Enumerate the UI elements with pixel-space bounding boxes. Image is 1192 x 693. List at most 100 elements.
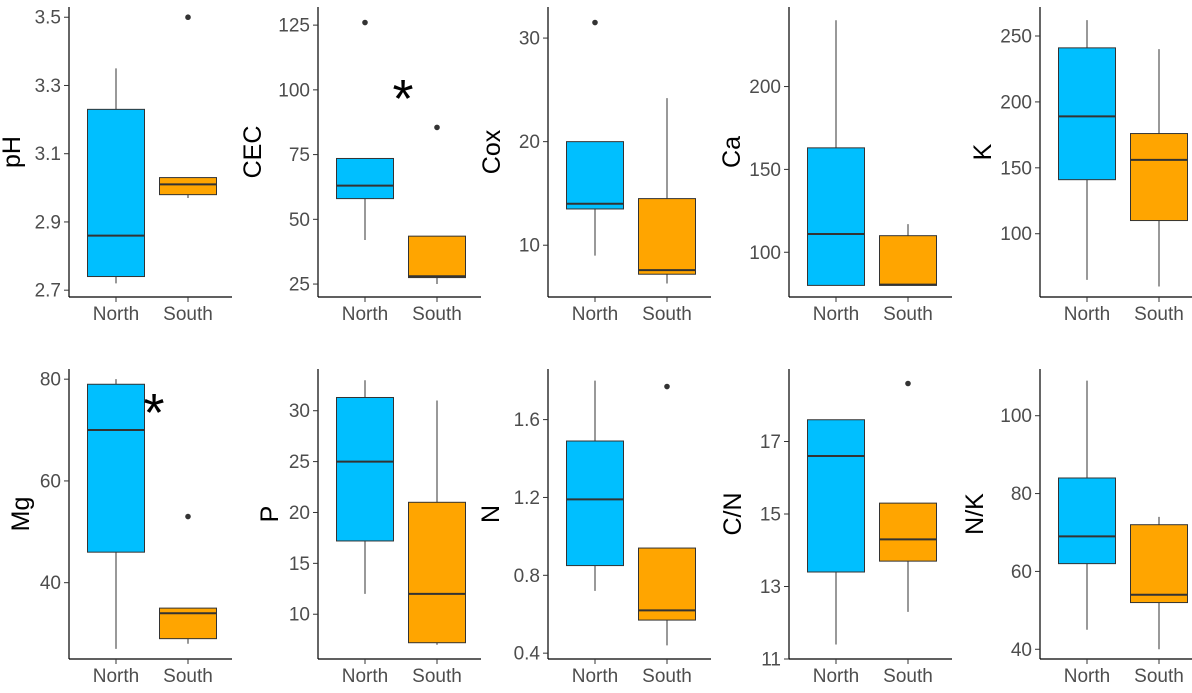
y-tick-label: 40 bbox=[40, 573, 61, 594]
y-tick-label: 200 bbox=[749, 77, 781, 98]
y-tick-label: 15 bbox=[289, 554, 310, 575]
box-south bbox=[408, 400, 466, 645]
iqr-box bbox=[159, 177, 217, 196]
box-north bbox=[566, 380, 624, 591]
box-south bbox=[638, 98, 696, 284]
iqr-box bbox=[1130, 524, 1188, 604]
x-tick-label: North bbox=[572, 304, 618, 325]
outlier-point bbox=[905, 380, 911, 387]
iqr-box bbox=[566, 141, 624, 210]
y-tick-label: 60 bbox=[40, 471, 61, 492]
iqr-box bbox=[1130, 133, 1188, 222]
x-tick-label: South bbox=[642, 666, 692, 687]
iqr-box bbox=[336, 396, 394, 542]
panel-c-n: 11 13 15 17 C/N North South bbox=[719, 369, 952, 687]
y-tick-label: 0.8 bbox=[514, 566, 540, 587]
y-tick-label: 3.5 bbox=[35, 8, 61, 29]
y-tick-label: 80 bbox=[1011, 484, 1032, 505]
y-tick-label: 125 bbox=[278, 16, 310, 37]
y-tick-label: 3.1 bbox=[35, 144, 61, 165]
iqr-box bbox=[336, 157, 394, 200]
y-tick-label: 150 bbox=[749, 160, 781, 181]
panel-ph: 2.7 2.9 3.1 3.3 3.5 pH North South bbox=[0, 7, 232, 325]
x-tick-label: South bbox=[1134, 304, 1184, 325]
y-tick-label: 10 bbox=[289, 605, 310, 626]
x-tick-label: South bbox=[642, 304, 692, 325]
box-north bbox=[566, 19, 624, 256]
significance-asterisk: * bbox=[392, 69, 413, 129]
x-tick-label: South bbox=[883, 666, 933, 687]
panel-n-k: 40 60 80 100 N/K North South bbox=[961, 369, 1192, 687]
outlier-point bbox=[664, 383, 670, 390]
y-tick-label: 40 bbox=[1011, 640, 1032, 661]
y-tick-label: 150 bbox=[1000, 158, 1032, 179]
iqr-box bbox=[807, 419, 865, 573]
y-tick-label: 2.7 bbox=[35, 281, 61, 302]
y-tick-label: 30 bbox=[519, 29, 540, 50]
iqr-box bbox=[807, 147, 865, 286]
y-tick-label: 13 bbox=[760, 577, 781, 598]
outlier-point bbox=[185, 14, 191, 21]
panel-mg: 40 60 80 Mg North South * bbox=[7, 369, 232, 687]
iqr-box bbox=[87, 108, 145, 278]
box-south bbox=[638, 383, 696, 646]
y-tick-label: 50 bbox=[289, 210, 310, 231]
y-tick-label: 80 bbox=[40, 370, 61, 391]
x-tick-label: North bbox=[93, 666, 139, 687]
box-south bbox=[879, 224, 937, 286]
y-tick-label: 0.4 bbox=[514, 644, 541, 665]
box-north bbox=[1058, 20, 1116, 280]
y-tick-label: 1.2 bbox=[514, 488, 540, 509]
iqr-box bbox=[638, 198, 696, 275]
box-south bbox=[159, 513, 217, 644]
outlier-point bbox=[185, 513, 191, 520]
box-north bbox=[336, 380, 394, 594]
box-north bbox=[807, 419, 865, 645]
outlier-point bbox=[434, 124, 440, 131]
x-tick-label: North bbox=[813, 666, 859, 687]
y-tick-label: 20 bbox=[519, 132, 540, 153]
y-tick-label: 3.3 bbox=[35, 76, 61, 97]
x-tick-label: North bbox=[1064, 304, 1110, 325]
box-north bbox=[1058, 380, 1116, 630]
x-tick-label: South bbox=[412, 666, 462, 687]
y-axis-title: P bbox=[256, 506, 284, 523]
panel-k: 100 150 200 250 K North South bbox=[969, 7, 1192, 325]
box-north bbox=[87, 379, 145, 649]
y-tick-label: 30 bbox=[289, 401, 310, 422]
iqr-box bbox=[879, 502, 937, 562]
y-axis-title: Mg bbox=[7, 497, 35, 532]
x-tick-label: North bbox=[572, 666, 618, 687]
y-tick-label: 250 bbox=[1000, 27, 1032, 48]
y-tick-label: 100 bbox=[278, 80, 310, 101]
y-axis-title: CEC bbox=[239, 126, 267, 179]
y-axis-title: C/N bbox=[719, 492, 747, 535]
x-tick-label: South bbox=[412, 304, 462, 325]
box-south bbox=[879, 380, 937, 612]
panel-cec: 25 50 75 100 125 CEC North South * bbox=[239, 7, 481, 325]
box-south bbox=[1130, 516, 1188, 650]
iqr-box bbox=[1058, 477, 1116, 565]
x-tick-label: South bbox=[163, 304, 213, 325]
y-tick-label: 17 bbox=[760, 432, 781, 453]
y-axis-title: N/K bbox=[961, 493, 989, 535]
y-tick-label: 15 bbox=[760, 505, 781, 526]
outlier-point bbox=[592, 19, 598, 26]
y-axis-title: Cox bbox=[478, 129, 506, 174]
y-axis-title: pH bbox=[0, 136, 26, 168]
x-tick-label: North bbox=[342, 666, 388, 687]
iqr-box bbox=[1058, 47, 1116, 181]
y-tick-label: 25 bbox=[289, 452, 310, 473]
y-tick-label: 100 bbox=[1000, 224, 1032, 245]
y-tick-label: 100 bbox=[1000, 406, 1032, 427]
box-south bbox=[408, 124, 466, 285]
box-south bbox=[159, 14, 217, 199]
x-tick-label: North bbox=[93, 304, 139, 325]
box-south bbox=[1130, 49, 1188, 287]
iqr-box bbox=[566, 440, 624, 567]
iqr-box bbox=[87, 383, 145, 553]
y-tick-label: 60 bbox=[1011, 562, 1032, 583]
y-axis-title: N bbox=[477, 505, 505, 523]
